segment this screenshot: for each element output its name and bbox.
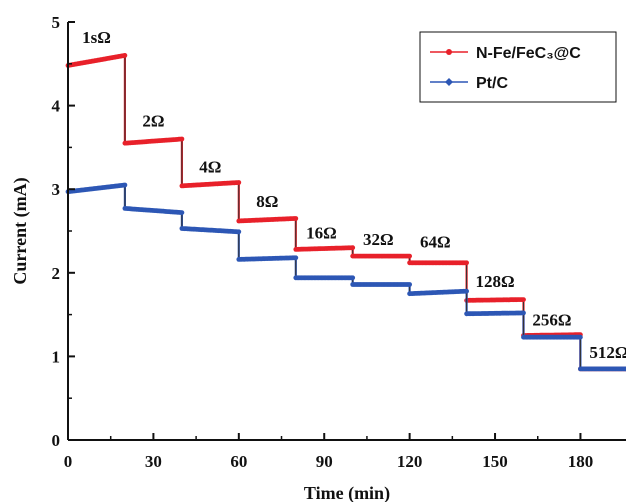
y-tick-label: 3 [52, 180, 61, 199]
legend-marker-n-fe-fec3-c [446, 49, 452, 55]
y-tick-label: 4 [52, 97, 61, 116]
x-tick-label: 60 [230, 452, 247, 471]
resistance-label: 256Ω [532, 310, 571, 329]
legend-label-n-fe-fec3-c: N-Fe/FeC₃@C [476, 45, 581, 62]
x-tick-label: 0 [64, 452, 73, 471]
data-point [521, 310, 526, 316]
series-layer [65, 53, 626, 372]
step-labels: 1sΩ 2Ω 4Ω 8Ω 16Ω 32Ω 64Ω 128Ω 256Ω 512Ω [82, 28, 626, 362]
resistance-label: 128Ω [475, 272, 514, 291]
data-point [179, 210, 185, 216]
data-point [350, 245, 356, 251]
data-point [521, 297, 526, 302]
resistance-label: 8Ω [256, 192, 278, 211]
y-tick-label: 0 [52, 431, 61, 450]
data-point [293, 216, 299, 221]
resistance-label: 512Ω [589, 343, 626, 362]
resistance-label: 32Ω [363, 230, 394, 249]
data-point [236, 180, 242, 185]
x-tick-label: 150 [482, 452, 508, 471]
x-tick-label: 90 [316, 452, 333, 471]
data-point [236, 229, 242, 235]
data-point [464, 288, 469, 294]
data-point [623, 366, 626, 372]
x-tick-label: 30 [145, 452, 162, 471]
resistance-label: 2Ω [142, 112, 164, 131]
data-point [578, 334, 583, 340]
y-tick-label: 5 [52, 13, 61, 32]
series-n-fe-fec3-c [65, 53, 626, 372]
x-ticks: 0 30 60 90 120 150 180 [64, 433, 593, 471]
x-tick-label: 120 [397, 452, 423, 471]
y-tick-label: 2 [52, 264, 61, 283]
data-point [464, 260, 469, 266]
legend: N-Fe/FeC₃@C Pt/C [419, 31, 617, 103]
data-point [350, 275, 356, 281]
x-axis-title: Time (min) [304, 483, 390, 502]
resistance-label: 1sΩ [82, 28, 111, 47]
legend-box [419, 31, 617, 103]
x-tick-label: 180 [568, 452, 594, 471]
resistance-label: 16Ω [306, 224, 337, 243]
legend-label-pt-c: Pt/C [476, 75, 508, 92]
legend-marker-pt-c [445, 78, 453, 86]
data-point [293, 255, 299, 261]
data-point [122, 53, 128, 58]
data-point [122, 182, 128, 188]
data-point [407, 253, 412, 259]
resistance-label: 4Ω [199, 157, 221, 176]
y-tick-label: 1 [52, 347, 61, 366]
data-point [179, 136, 185, 142]
resistance-label: 64Ω [420, 233, 451, 252]
data-point [407, 282, 412, 287]
y-ticks: 0 1 2 3 4 5 [52, 13, 75, 450]
series-pt-c [65, 182, 626, 372]
y-axis-title: Current (mA) [10, 177, 31, 284]
